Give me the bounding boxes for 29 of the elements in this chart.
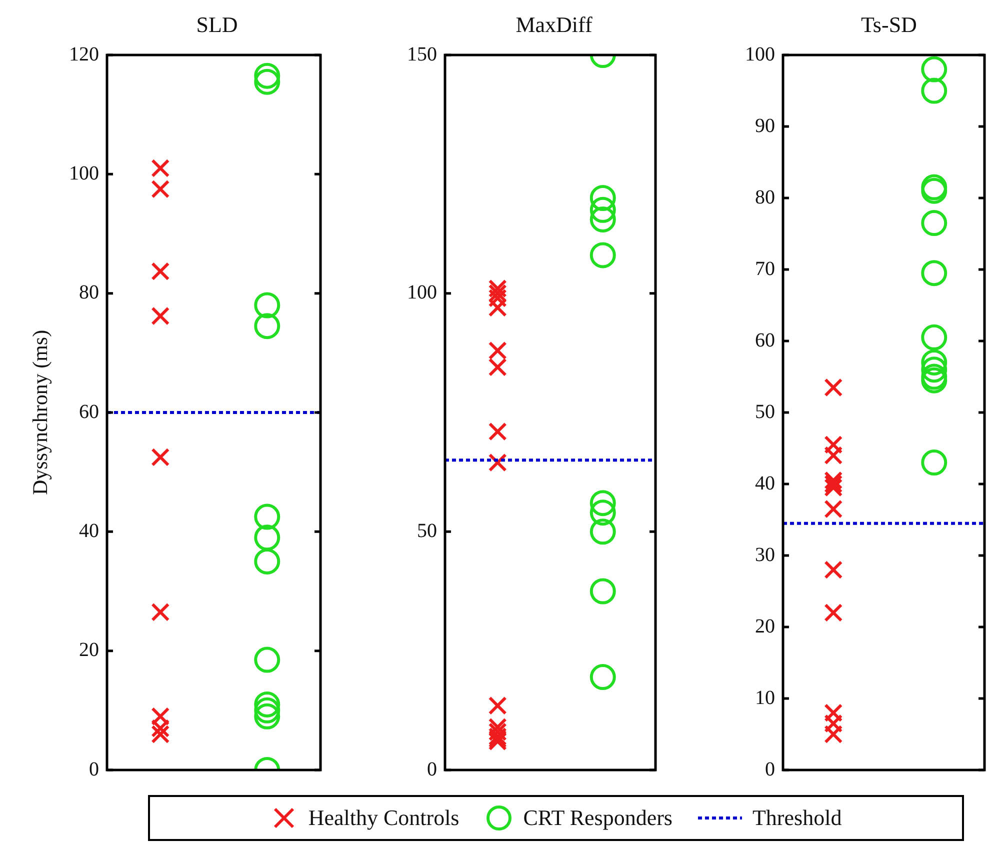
y-tick-label: 150 (407, 43, 437, 66)
y-tick-label: 90 (755, 114, 775, 137)
y-tick-label: 100 (745, 43, 775, 66)
y-axis-title: Dyssynchrony (ms) (28, 329, 53, 494)
y-tick-label: 0 (89, 758, 99, 780)
y-tick-label: 20 (79, 639, 99, 662)
y-tick-label: 40 (755, 472, 775, 494)
chart-title: MaxDiff (514, 12, 594, 38)
legend-label: Healthy Controls (308, 805, 460, 831)
y-tick-label: 80 (755, 186, 775, 208)
y-tick-label: 0 (427, 758, 437, 780)
chart-title: Ts-SD (860, 12, 918, 38)
legend-label: CRT Responders (523, 805, 672, 831)
y-tick-label: 70 (755, 258, 775, 280)
y-tick-label: 60 (755, 329, 775, 352)
y-tick-label: 50 (417, 520, 437, 542)
y-tick-label: 60 (79, 400, 99, 423)
y-tick-label: 50 (755, 400, 775, 423)
chart-title: SLD (195, 12, 239, 38)
y-tick-label: 40 (79, 520, 99, 542)
y-tick-label: 120 (69, 43, 99, 66)
y-tick-label: 30 (755, 544, 775, 566)
y-tick-label: 80 (79, 282, 99, 304)
y-tick-label: 10 (755, 686, 775, 709)
y-tick-label: 100 (407, 282, 437, 304)
y-tick-label: 100 (69, 162, 99, 184)
y-tick-label: 0 (765, 758, 775, 780)
y-tick-label: 20 (755, 615, 775, 638)
legend-label: Threshold (752, 805, 842, 831)
